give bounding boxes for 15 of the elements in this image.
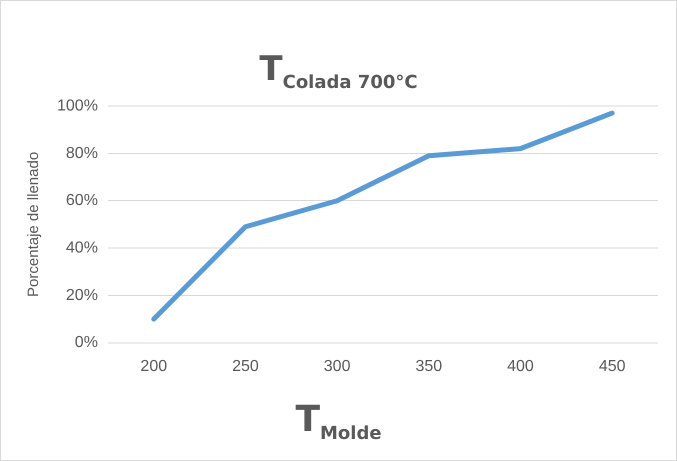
y-axis-title: Porcentaje de llenado	[25, 152, 42, 297]
y-tick-label: 100%	[57, 97, 98, 114]
y-tick-label: 20%	[66, 286, 98, 304]
x-tick-label: 400	[507, 358, 534, 375]
x-tick-label: 450	[598, 358, 626, 375]
y-tick-label: 40%	[66, 239, 98, 256]
x-tick-label: 300	[324, 358, 351, 375]
x-tick-label: 250	[232, 358, 259, 375]
x-axis-title: T$_{Molde}$	[294, 399, 383, 444]
y-tick-label: 60%	[66, 192, 98, 210]
x-tick-label: 350	[415, 358, 442, 375]
chart-title: T$_{Colada 700°C}$	[258, 49, 419, 93]
y-tick-label: 80%	[66, 144, 98, 162]
y-tick-label: 0%	[74, 334, 98, 352]
x-tick-label: 200	[140, 358, 168, 375]
